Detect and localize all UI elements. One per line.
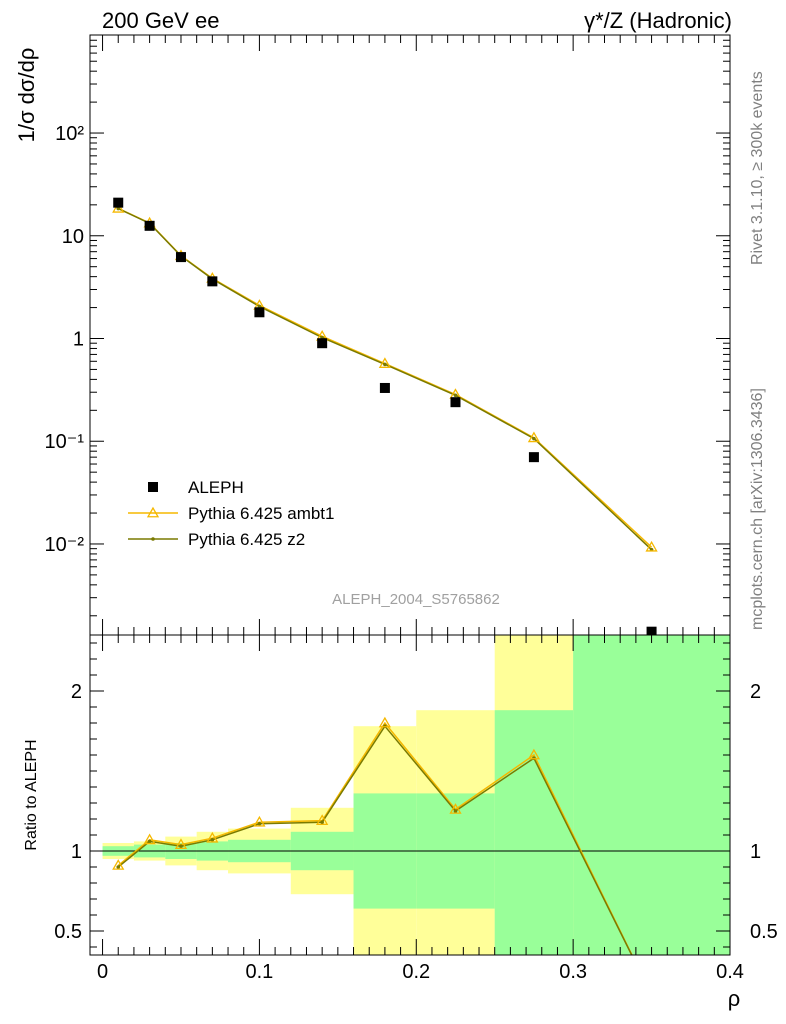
ambt1-point — [527, 431, 541, 443]
x-tick-label: 0.3 — [559, 961, 587, 983]
z2-ratio-point — [453, 809, 458, 813]
z2-ratio-line — [117, 724, 633, 956]
y-tick-label: 1 — [73, 329, 84, 351]
aleph-point — [317, 338, 328, 349]
uncertainty-band-inner — [494, 710, 574, 955]
legend-label: ALEPH — [188, 478, 244, 497]
ambt1-ratio-line — [117, 721, 633, 956]
plot-title-right: γ*/Z (Hadronic) — [584, 8, 732, 33]
z2-ratio-point — [210, 838, 215, 842]
z2-point — [383, 362, 387, 367]
legend-marker-ambt1 — [146, 506, 160, 518]
z2-ratio-point — [320, 820, 324, 824]
uncertainty-band-inner — [573, 635, 730, 955]
x-tick-label: 0.2 — [402, 961, 430, 983]
main-plot-panel: 10² 10 1 10⁻¹ 10⁻² 1/σ dσ/dρ ALEPH_2004_S576… — [14, 34, 731, 637]
rivet-version-label: Rivet 3.1.10, ≥ 300k events — [749, 71, 766, 265]
ambt1-point — [112, 202, 125, 213]
y-axis-label: 1/σ dσ/dρ — [14, 48, 39, 143]
aleph-point — [207, 276, 218, 287]
ambt1-ratio-point — [449, 803, 462, 814]
y-tick-label: 10 — [62, 226, 84, 248]
ambt1-ratio-point — [316, 814, 329, 825]
x-tick-label: 0 — [97, 961, 108, 983]
plot-title-left: 200 GeV ee — [102, 8, 219, 33]
ambt1-ratio-point — [206, 831, 219, 843]
x-tick-label: 0.1 — [246, 961, 274, 983]
aleph-point — [175, 252, 186, 263]
ambt1-ratio-point — [174, 838, 188, 849]
legend: ALEPH Pythia 6.425 ambt1 Pythia 6.425 z2 — [128, 478, 334, 549]
ambt1-ratio-point — [112, 859, 125, 870]
aleph-point — [528, 452, 539, 463]
mcplots-reference-label: mcplots.cern.ch [arXiv:1306.3436] — [749, 388, 766, 630]
legend-label: Pythia 6.425 ambt1 — [188, 504, 334, 523]
y-tick-label: 10⁻¹ — [45, 431, 85, 453]
ambt1-point — [645, 540, 658, 552]
ambt1-ratio-point — [527, 748, 541, 760]
aleph-point — [113, 197, 124, 208]
legend-label: Pythia 6.425 z2 — [188, 530, 305, 549]
ratio-tick-label-right: 2 — [750, 681, 761, 703]
aleph-point — [144, 220, 155, 231]
main-plot-frame — [89, 34, 731, 636]
ratio-tick-label: 0.5 — [54, 921, 82, 943]
ratio-tick-label-right: 0.5 — [750, 921, 778, 943]
x-tick-label: 0.4 — [716, 961, 744, 983]
ratio-tick-label-right: 1 — [750, 841, 761, 863]
ratio-plot-panel: 2 2 1 1 0.5 0.5 0 0.1 0.2 0.3 0.4 Ratio to ALEPH ρ — [23, 634, 778, 1011]
z2-point — [532, 436, 536, 441]
z2-line — [117, 207, 653, 551]
ratio-tick-label: 1 — [71, 841, 82, 863]
analysis-id-label: ALEPH_2004_S5765862 — [332, 591, 500, 608]
ambt1-ratio-point — [253, 815, 266, 827]
ambt1-point — [378, 357, 392, 368]
aleph-point — [450, 397, 461, 408]
z2-ratio-point — [179, 844, 183, 848]
ambt1-ratio-point — [378, 716, 392, 728]
z2-ratio-point — [116, 865, 121, 869]
legend-marker-z2 — [151, 537, 155, 541]
legend-marker-aleph — [148, 482, 158, 492]
z2-ratio-point — [257, 822, 262, 826]
aleph-point — [379, 382, 390, 393]
ambt1-ratio-point — [143, 833, 156, 845]
ratio-plot-frame — [89, 634, 731, 956]
ratio-tick-label: 2 — [71, 681, 82, 703]
z2-ratio-point — [147, 839, 152, 844]
aleph-point — [254, 307, 265, 318]
y-tick-label: 10² — [55, 123, 84, 145]
y-tick-label: 10⁻² — [45, 534, 85, 556]
x-axis-label: ρ — [728, 986, 741, 1011]
z2-point — [453, 393, 458, 398]
ratio-axis-label: Ratio to ALEPH — [23, 739, 40, 850]
